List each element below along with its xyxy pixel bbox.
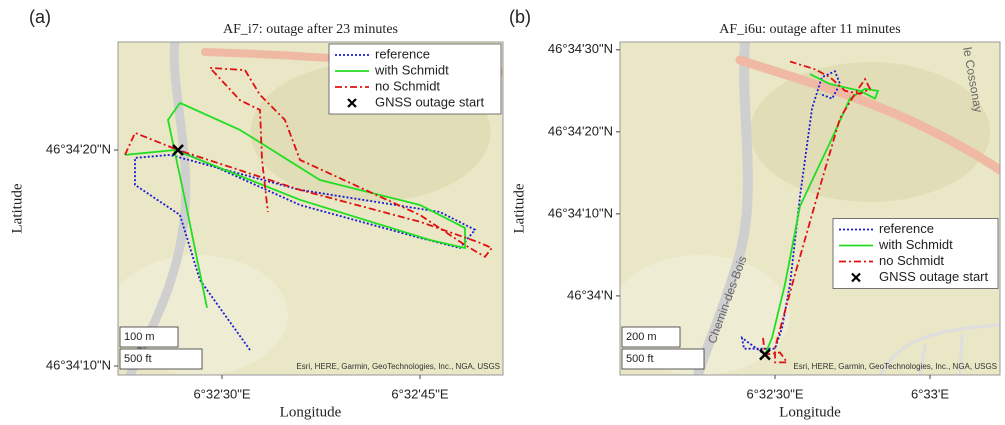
y-tick-label: 46°34'10"N — [548, 205, 613, 220]
scale-bar-label: 200 m — [626, 331, 657, 343]
figure: Bois(a)AF_i7: outage after 23 minutesLon… — [0, 0, 1005, 425]
chart-title: AF_i6u: outage after 11 minutes — [719, 22, 900, 37]
y-axis-label: Latitude — [9, 183, 25, 233]
y-tick-label: 46°34'N — [567, 287, 613, 302]
legend-label: GNSS outage start — [375, 94, 484, 109]
legend-label: reference — [879, 221, 934, 236]
legend-label: with Schmidt — [878, 237, 953, 252]
attribution: Esri, HERE, Garmin, GeoTechnologies, Inc… — [296, 362, 500, 371]
legend-label: reference — [375, 46, 430, 61]
y-tick-label: 46°34'30"N — [548, 41, 613, 56]
x-axis-label: Longitude — [280, 404, 342, 420]
scale-bar-label: 500 ft — [124, 353, 152, 365]
scale-bar-label: 100 m — [124, 331, 155, 343]
x-tick-label: 6°32'30"E — [193, 386, 250, 401]
scale-bar-label: 500 ft — [626, 353, 654, 365]
y-tick-label: 46°34'20"N — [548, 123, 613, 138]
chart-title: AF_i7: outage after 23 minutes — [223, 22, 398, 37]
x-tick-label: 6°33'E — [911, 386, 949, 401]
y-tick-label: 46°34'20"N — [46, 141, 111, 156]
legend-label: no Schmidt — [879, 253, 944, 268]
legend-label: with Schmidt — [374, 62, 449, 77]
legend-label: no Schmidt — [375, 78, 440, 93]
x-tick-label: 6°32'30"E — [746, 386, 803, 401]
panel-label: (a) — [29, 7, 51, 27]
attribution: Esri, HERE, Garmin, GeoTechnologies, Inc… — [793, 362, 997, 371]
y-axis-label: Latitude — [511, 183, 527, 233]
x-tick-label: 6°32'45"E — [391, 386, 448, 401]
x-axis-label: Longitude — [779, 404, 841, 420]
legend-label: GNSS outage start — [879, 269, 988, 284]
panel-label: (b) — [509, 7, 531, 27]
y-tick-label: 46°34'10"N — [46, 357, 111, 372]
terrain — [750, 62, 990, 202]
